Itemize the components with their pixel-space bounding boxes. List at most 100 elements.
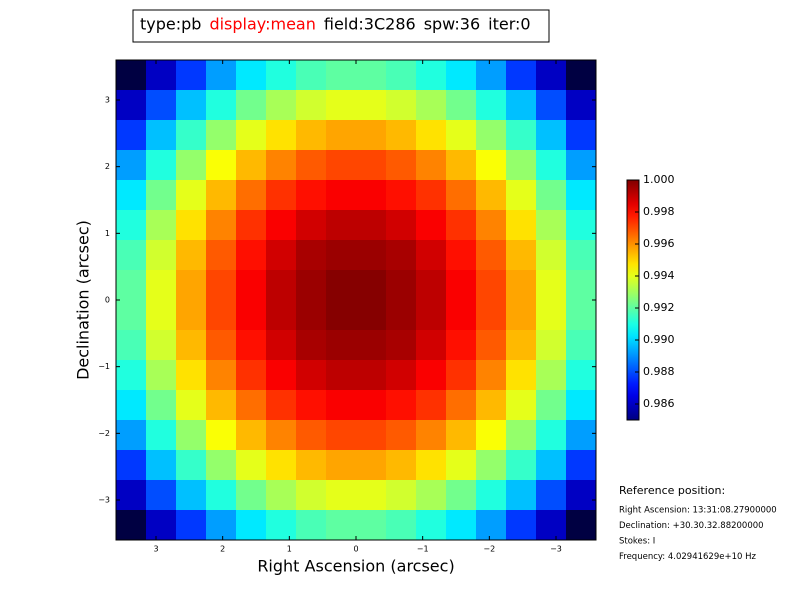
heatmap-cell xyxy=(506,360,537,391)
heatmap-cell xyxy=(236,120,267,151)
colorbar-tick-label: 0.996 xyxy=(643,237,675,250)
heatmap-cell xyxy=(356,60,387,91)
heatmap-cell xyxy=(386,240,417,271)
heatmap-cell xyxy=(446,390,477,421)
heatmap-cell xyxy=(416,270,447,301)
heatmap-cell xyxy=(116,360,147,391)
heatmap-cell xyxy=(326,450,357,481)
heatmap-cell xyxy=(416,60,447,91)
heatmap-cell xyxy=(536,270,567,301)
heatmap-cell xyxy=(266,60,297,91)
heatmap-cell xyxy=(386,510,417,541)
heatmap-cell xyxy=(266,360,297,391)
heatmap-cell xyxy=(446,120,477,151)
heatmap-cell xyxy=(416,90,447,121)
heatmap-cell xyxy=(416,180,447,211)
colorbar-tick-label: 0.988 xyxy=(643,365,675,378)
heatmap-cell xyxy=(326,120,357,151)
heatmap-cell xyxy=(326,360,357,391)
heatmap-cell xyxy=(356,120,387,151)
colorbar-tick-label: 0.998 xyxy=(643,205,675,218)
heatmap-cell xyxy=(266,210,297,241)
heatmap-cell xyxy=(506,150,537,181)
heatmap-cell xyxy=(146,90,177,121)
heatmap-cell xyxy=(446,420,477,451)
heatmap-cell xyxy=(446,510,477,541)
heatmap-cell xyxy=(146,180,177,211)
heatmap-cell xyxy=(536,330,567,361)
heatmap-cell xyxy=(506,270,537,301)
heatmap-cell xyxy=(356,360,387,391)
x-tick-label: 1 xyxy=(287,545,292,554)
heatmap-cell xyxy=(476,180,507,211)
heatmap-cell xyxy=(356,270,387,301)
y-tick-label: 2 xyxy=(105,162,110,171)
heatmap-cell xyxy=(476,300,507,331)
heatmap-cell xyxy=(326,60,357,91)
heatmap-cell xyxy=(206,420,237,451)
heatmap-cell xyxy=(356,180,387,211)
heatmap-cell xyxy=(566,150,597,181)
heatmap-cell xyxy=(236,360,267,391)
heatmap-cell xyxy=(476,510,507,541)
heatmap-cell xyxy=(356,480,387,511)
heatmap-cell xyxy=(206,480,237,511)
heatmap-cell xyxy=(176,510,207,541)
heatmap-cell xyxy=(146,390,177,421)
heatmap-cell xyxy=(116,240,147,271)
heatmap-cell xyxy=(176,150,207,181)
heatmap-cell xyxy=(536,210,567,241)
heatmap-cell xyxy=(536,480,567,511)
heatmap-cell xyxy=(296,120,327,151)
x-axis-label: Right Ascension (arcsec) xyxy=(257,557,454,576)
heatmap-cell xyxy=(536,90,567,121)
heatmap-cell xyxy=(386,480,417,511)
heatmap-cell xyxy=(536,390,567,421)
heatmap-cell xyxy=(266,120,297,151)
heatmap-cell xyxy=(536,450,567,481)
heatmap-cell xyxy=(386,420,417,451)
heatmap-cell xyxy=(206,330,237,361)
heatmap-cell xyxy=(506,330,537,361)
heatmap-cell xyxy=(386,180,417,211)
heatmap-cell xyxy=(236,150,267,181)
heatmap-cell xyxy=(416,120,447,151)
heatmap xyxy=(116,60,597,541)
heatmap-cell xyxy=(566,120,597,151)
colorbar-tick-label: 0.992 xyxy=(643,301,675,314)
heatmap-cell xyxy=(506,240,537,271)
heatmap-cell xyxy=(476,390,507,421)
heatmap-cell xyxy=(296,360,327,391)
heatmap-cell xyxy=(296,270,327,301)
heatmap-cell xyxy=(476,240,507,271)
heatmap-cell xyxy=(386,120,417,151)
colorbar xyxy=(626,179,640,421)
heatmap-cell xyxy=(536,510,567,541)
heatmap-cell xyxy=(386,330,417,361)
heatmap-cell xyxy=(176,270,207,301)
heatmap-cell xyxy=(146,300,177,331)
heatmap-cell xyxy=(356,330,387,361)
heatmap-cell xyxy=(566,480,597,511)
title-part: display:mean xyxy=(209,15,315,34)
heatmap-cell xyxy=(236,330,267,361)
heatmap-cell xyxy=(566,300,597,331)
heatmap-cell xyxy=(176,60,207,91)
heatmap-cell xyxy=(206,360,237,391)
heatmap-cell xyxy=(386,390,417,421)
heatmap-cell xyxy=(206,90,237,121)
heatmap-cell xyxy=(536,420,567,451)
heatmap-cell xyxy=(416,360,447,391)
y-tick-label: 0 xyxy=(105,296,110,305)
heatmap-cell xyxy=(326,390,357,421)
heatmap-cell xyxy=(146,60,177,91)
heatmap-cell xyxy=(446,180,477,211)
heatmap-cell xyxy=(446,210,477,241)
heatmap-cell xyxy=(236,90,267,121)
heatmap-cell xyxy=(446,330,477,361)
heatmap-cell xyxy=(446,240,477,271)
heatmap-cell xyxy=(176,90,207,121)
heatmap-cell xyxy=(296,420,327,451)
heatmap-cell xyxy=(266,90,297,121)
heatmap-cell xyxy=(176,180,207,211)
